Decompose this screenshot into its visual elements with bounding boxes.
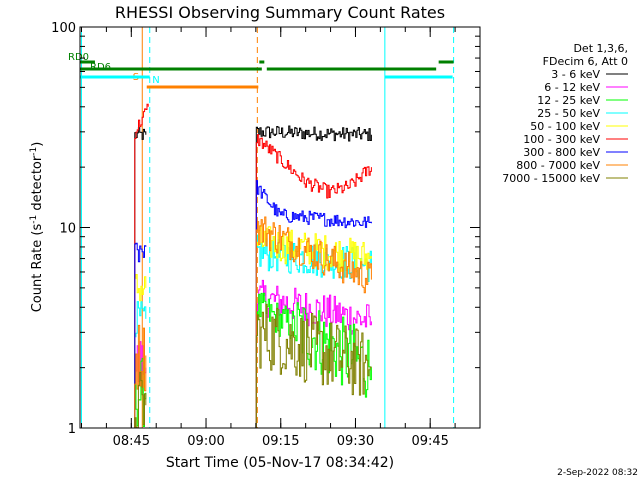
legend-entry-1: 3 - 6 keV: [551, 68, 600, 81]
y-axis-label-mid: detector: [30, 155, 45, 215]
series-trace-7-segment-2: [255, 180, 372, 428]
flag-label-rd0: RD0: [68, 52, 89, 63]
series-trace-8-segment-2: [255, 216, 372, 428]
series-trace-7-segment-1: [134, 242, 147, 428]
plot-layer: SNRD0RD6: [68, 27, 455, 429]
legend-entry-5: 50 - 100 keV: [530, 120, 600, 133]
y-axis-label: Count Rate (s-1 detector-1): [29, 142, 45, 313]
legend-entry-2: 6 - 12 keV: [544, 81, 600, 94]
y-axis-label-end: ): [30, 142, 45, 147]
series-trace-9-segment-2: [255, 303, 372, 428]
series-trace-3-segment-1: [134, 357, 147, 428]
y-tick-label-3: 100: [51, 21, 76, 36]
series-trace-6-segment-1: [134, 103, 149, 428]
y-axis-label-sup2: -1: [29, 147, 39, 156]
legend-entry-9: 7000 - 15000 keV: [502, 172, 600, 185]
x-axis-label: Start Time (05-Nov-17 08:34:42): [166, 455, 394, 471]
legend-entry-3: 12 - 25 keV: [537, 94, 600, 107]
series-trace-8-segment-1: [134, 324, 147, 428]
legend-entry-7: 300 - 800 keV: [523, 146, 600, 159]
timestamp: 2-Sep-2022 08:32: [557, 468, 638, 478]
y-tick-label-2: 10: [59, 222, 76, 237]
x-tick-label-1: 08:45: [113, 434, 150, 449]
flag-label-n: N: [152, 75, 159, 86]
legend-header-2: FDecim 6, Att 0: [543, 55, 628, 68]
series-trace-5-segment-1: [134, 274, 147, 428]
x-tick-label-4: 09:30: [337, 434, 374, 449]
legend-entry-6: 100 - 300 keV: [523, 133, 600, 146]
legend-entry-4: 25 - 50 keV: [537, 107, 600, 120]
chart-title: RHESSI Observing Summary Count Rates: [115, 3, 445, 22]
y-axis-label-sup1: -1: [29, 215, 39, 224]
x-tick-label-5: 09:45: [411, 434, 448, 449]
series-trace-6-segment-2: [255, 134, 372, 428]
flag-label-rd6: RD6: [90, 62, 111, 73]
axes-layer: 08:45 09:00 09:15 09:30 09:45 1 10 100: [51, 21, 481, 449]
legend-header-1: Det 1,3,6,: [573, 42, 628, 55]
series-trace-9-segment-1: [134, 371, 147, 429]
legend-entry-8: 800 - 7000 keV: [516, 159, 600, 172]
series-trace-4-segment-1: [134, 301, 147, 428]
y-axis-label-main: Count Rate (s: [30, 224, 45, 313]
x-tick-label-2: 09:00: [187, 434, 224, 449]
x-tick-label-3: 09:15: [262, 434, 299, 449]
series-trace-1-segment-2: [255, 125, 372, 428]
y-tick-label-1: 1: [68, 422, 76, 437]
